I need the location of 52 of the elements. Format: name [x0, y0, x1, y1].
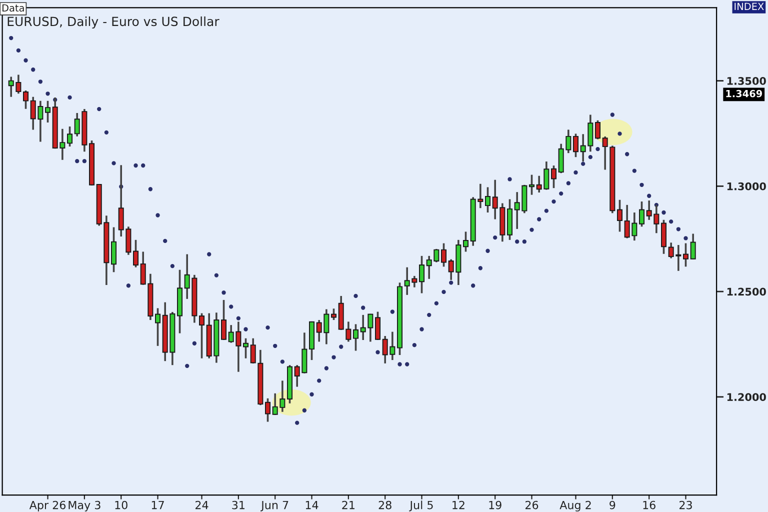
y-tick-label: 1.2500: [727, 288, 766, 296]
candlestick: [331, 308, 337, 321]
candlestick: [133, 239, 139, 268]
candlestick: [440, 242, 447, 268]
text: 1.3469: [726, 90, 762, 98]
candlestick: [67, 126, 73, 148]
candlestick: [111, 226, 117, 274]
y-tick-label: 1.3500: [727, 77, 766, 85]
candlestick: [682, 242, 689, 268]
candlestick: [265, 397, 271, 423]
candlestick: [484, 186, 491, 214]
candlestick: [616, 198, 623, 233]
y-tick-label: 1.3000: [727, 182, 766, 190]
x-tick-label: 17: [152, 501, 164, 510]
x-tick-label: Jul 5: [409, 500, 433, 512]
candlestick: [462, 230, 469, 253]
x-tick-label: 28: [378, 500, 392, 510]
candlestick: [418, 255, 425, 294]
text: EURUSD, Daily - Euro vs US Dollar: [8, 16, 220, 29]
x-tick-label: 10: [115, 500, 128, 510]
candlestick: [243, 337, 249, 360]
candlestick: [690, 232, 696, 260]
candlestick: [638, 200, 645, 228]
x-tick-label: 21: [342, 500, 354, 510]
annotation: Data: [2, 4, 24, 12]
x-tick-label: 19: [489, 500, 502, 510]
candlestick: [353, 323, 359, 352]
candlestick: [221, 299, 227, 341]
candlestick: [550, 164, 557, 189]
candlestick: [528, 174, 535, 196]
x-tick-label: Aug 2: [560, 500, 591, 512]
x-tick-label: 26: [525, 500, 538, 510]
candlestick: [572, 132, 579, 158]
x-tick-label: Jun 7: [260, 501, 288, 512]
text: INDEX: [734, 2, 764, 10]
x-tick-label: May 3: [68, 500, 100, 512]
x-tick-label: 14: [306, 501, 318, 510]
candlestick: [375, 310, 381, 341]
x-tick-label: 24: [196, 500, 208, 510]
x-tick-label: 31: [232, 500, 244, 510]
candlestick: [199, 312, 205, 360]
y-tick-label: 1.2000: [727, 393, 766, 402]
candlestick: [45, 100, 51, 124]
x-tick-label: 9: [610, 500, 616, 510]
x-tick-label: 12: [452, 500, 464, 510]
x-tick-label: Apr 26: [29, 500, 66, 512]
x-tick-label: 23: [679, 500, 692, 510]
candlestick: [155, 307, 161, 347]
candlestick: [660, 218, 667, 255]
candlestick: [23, 90, 29, 110]
candlestick: [594, 120, 601, 140]
x-tick-label: 16: [643, 500, 656, 510]
